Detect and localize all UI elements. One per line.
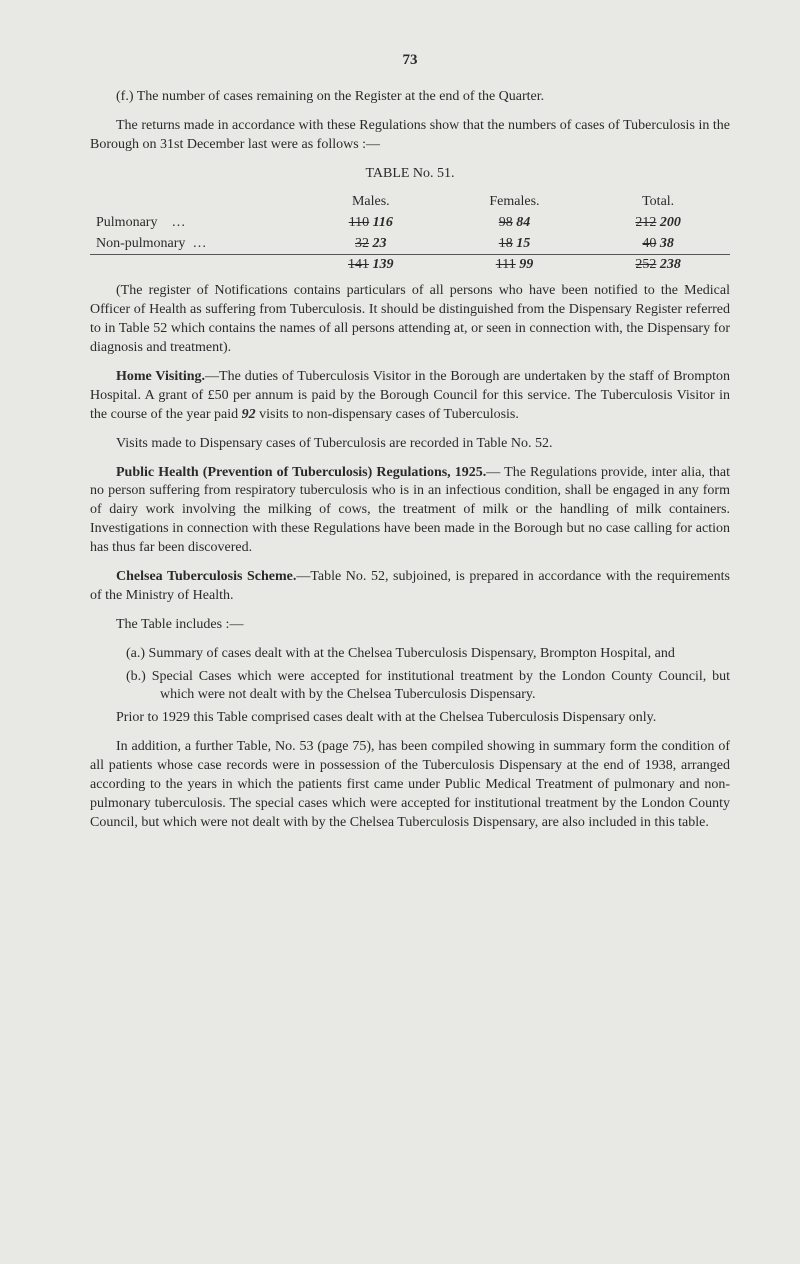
cell-females: 98 84	[443, 213, 587, 234]
table-row: Non-pulmonary … 32 23 18 15 40 38	[90, 234, 730, 255]
table-51: Males. Females. Total. Pulmonary … 110 1…	[90, 192, 730, 277]
header-males: Males.	[299, 192, 443, 213]
paragraph-f: (f.) The number of cases remaining on th…	[90, 88, 730, 107]
cell-females: 18 15	[443, 234, 587, 255]
heading-public-health: Public Health (Prevention of Tuberculosi…	[116, 465, 486, 480]
paragraph-home-visiting: Home Visiting.—The duties of Tuberculosi…	[90, 368, 730, 425]
row-label: Non-pulmonary …	[90, 234, 299, 255]
paragraph-returns: The returns made in accordance with thes…	[90, 117, 730, 155]
paragraph-further-table: In addition, a further Table, No. 53 (pa…	[90, 738, 730, 832]
row-label: Pulmonary …	[90, 213, 299, 234]
paragraph-visits-dispensary: Visits made to Dispensary cases of Tuber…	[90, 435, 730, 454]
total-blank	[90, 255, 299, 276]
handwritten-visits: 92	[242, 407, 256, 422]
paragraph-chelsea-scheme: Chelsea Tuberculosis Scheme.—Table No. 5…	[90, 568, 730, 606]
list-item-a: (a.) Summary of cases dealt with at the …	[90, 645, 730, 664]
paragraph-prior-1929: Prior to 1929 this Table comprised cases…	[90, 709, 730, 728]
paragraph-table-includes: The Table includes :—	[90, 616, 730, 635]
list-item-b: (b.) Special Cases which were accepted f…	[90, 668, 730, 706]
table-row: Pulmonary … 110 116 98 84 212 200	[90, 213, 730, 234]
header-total: Total.	[586, 192, 730, 213]
page-number: 73	[90, 50, 730, 70]
paragraph-register: (The register of Notifications contains …	[90, 282, 730, 358]
total-females: 111 99	[443, 255, 587, 276]
cell-males: 32 23	[299, 234, 443, 255]
paragraph-public-health: Public Health (Prevention of Tuberculosi…	[90, 464, 730, 558]
total-total: 252 238	[586, 255, 730, 276]
total-males: 141 139	[299, 255, 443, 276]
table-total-row: 141 139 111 99 252 238	[90, 255, 730, 276]
heading-chelsea-scheme: Chelsea Tuberculosis Scheme.	[116, 569, 296, 584]
header-blank	[90, 192, 299, 213]
cell-total: 40 38	[586, 234, 730, 255]
cell-males: 110 116	[299, 213, 443, 234]
header-females: Females.	[443, 192, 587, 213]
cell-total: 212 200	[586, 213, 730, 234]
heading-home-visiting: Home Visiting.	[116, 369, 205, 384]
table-header-row: Males. Females. Total.	[90, 192, 730, 213]
table-title: TABLE No. 51.	[90, 165, 730, 184]
document-page: 73 (f.) The number of cases remaining on…	[0, 0, 800, 883]
